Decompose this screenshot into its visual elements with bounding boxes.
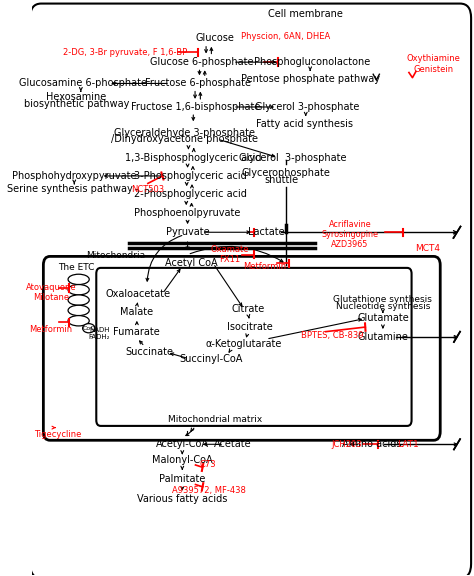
Text: JCH203: JCH203 xyxy=(331,440,362,449)
Text: NADH
FADH₂: NADH FADH₂ xyxy=(89,328,110,340)
Ellipse shape xyxy=(68,274,89,285)
Ellipse shape xyxy=(82,324,95,333)
Text: BPTES, CB-839: BPTES, CB-839 xyxy=(301,331,364,340)
Text: Glutamine: Glutamine xyxy=(357,332,408,342)
Text: Metformin: Metformin xyxy=(29,325,73,334)
Text: Citrate: Citrate xyxy=(232,304,265,314)
Text: Palmitate: Palmitate xyxy=(159,474,205,484)
Text: Cell membrane: Cell membrane xyxy=(268,9,343,19)
Text: Succinyl-CoA: Succinyl-CoA xyxy=(179,354,243,363)
Text: Oxythiamine
Genistein: Oxythiamine Genistein xyxy=(407,54,461,74)
Text: Phosphohydroxypyruvate: Phosphohydroxypyruvate xyxy=(12,171,137,181)
Text: Various fatty acids: Various fatty acids xyxy=(137,494,228,505)
Text: Glutathione synthesis: Glutathione synthesis xyxy=(334,295,432,304)
Text: Serine synthesis pathway: Serine synthesis pathway xyxy=(7,184,133,194)
Text: Glycerophosphate: Glycerophosphate xyxy=(241,168,330,178)
Text: shuttle: shuttle xyxy=(264,175,299,185)
Text: biosynthetic pathway: biosynthetic pathway xyxy=(24,98,129,108)
Text: Oxamate
FX11: Oxamate FX11 xyxy=(210,245,249,264)
Ellipse shape xyxy=(68,285,89,295)
Text: C73: C73 xyxy=(200,460,216,469)
Text: Phosphoenolpyruvate: Phosphoenolpyruvate xyxy=(134,209,241,218)
Text: Amino acids: Amino acids xyxy=(342,439,401,449)
Text: Glucose 6-phosphate: Glucose 6-phosphate xyxy=(150,57,254,67)
Text: Oxaloacetate: Oxaloacetate xyxy=(106,289,171,299)
Ellipse shape xyxy=(68,316,89,326)
Text: Glycerol  3-phosphate: Glycerol 3-phosphate xyxy=(239,153,346,162)
Text: MCT4: MCT4 xyxy=(415,244,440,253)
Text: Malate: Malate xyxy=(120,307,154,317)
Text: Malonyl-CoA: Malonyl-CoA xyxy=(152,456,212,465)
Text: 2-Phosphoglyceric acid: 2-Phosphoglyceric acid xyxy=(134,190,246,199)
Text: CoQ: CoQ xyxy=(82,325,95,331)
Text: Metformin: Metformin xyxy=(244,262,287,271)
Text: Tigecycline: Tigecycline xyxy=(34,430,81,439)
FancyBboxPatch shape xyxy=(43,256,440,440)
Text: /Dihydroxyacetone phosphate: /Dihydroxyacetone phosphate xyxy=(111,134,258,144)
FancyBboxPatch shape xyxy=(30,3,471,576)
Text: A939572, MF-438: A939572, MF-438 xyxy=(172,486,246,495)
Ellipse shape xyxy=(68,295,89,305)
Text: Nucleotide synthesis: Nucleotide synthesis xyxy=(336,302,430,311)
Text: Fatty acid synthesis: Fatty acid synthesis xyxy=(256,119,353,129)
Text: Acriflavine
Syrosingopine
AZD3965: Acriflavine Syrosingopine AZD3965 xyxy=(321,219,378,249)
Text: Glucose: Glucose xyxy=(196,33,235,43)
Text: Pentose phosphate pathway: Pentose phosphate pathway xyxy=(241,74,380,84)
Text: Mitochondria: Mitochondria xyxy=(87,251,146,260)
Text: LAT1: LAT1 xyxy=(397,440,419,449)
Text: Atovaquone
Milotane: Atovaquone Milotane xyxy=(26,283,76,302)
Text: 3-Phosphoglyceric acid: 3-Phosphoglyceric acid xyxy=(134,171,246,181)
Text: Glyceraldehyde 3-phosphate: Glyceraldehyde 3-phosphate xyxy=(114,128,255,138)
Text: Glutamate: Glutamate xyxy=(357,313,409,324)
Text: Fructose 6-phosphate: Fructose 6-phosphate xyxy=(145,78,251,89)
Text: Mitochondrial matrix: Mitochondrial matrix xyxy=(168,415,263,423)
Text: NCT503: NCT503 xyxy=(131,185,164,194)
Text: Isocitrate: Isocitrate xyxy=(227,322,273,332)
Text: α-Ketoglutarate: α-Ketoglutarate xyxy=(206,339,282,348)
Text: Lactate: Lactate xyxy=(248,228,284,237)
Text: Pyruvate: Pyruvate xyxy=(166,228,210,237)
Text: Physcion, 6AN, DHEA: Physcion, 6AN, DHEA xyxy=(241,32,330,41)
Text: Fumarate: Fumarate xyxy=(113,327,160,337)
Text: Glycerol 3-phosphate: Glycerol 3-phosphate xyxy=(255,102,359,112)
Text: The ETC: The ETC xyxy=(58,263,95,272)
Ellipse shape xyxy=(68,305,89,316)
FancyBboxPatch shape xyxy=(96,268,411,426)
Text: Acetate: Acetate xyxy=(214,439,252,449)
Text: 2-DG, 3-Br pyruvate, F 1,6-BP: 2-DG, 3-Br pyruvate, F 1,6-BP xyxy=(63,48,187,57)
Text: 1,3-Bisphosphoglyceric acid: 1,3-Bisphosphoglyceric acid xyxy=(125,153,262,162)
Text: Fructose 1,6-bisphosphate: Fructose 1,6-bisphosphate xyxy=(131,102,260,112)
Text: Acetyl CoA: Acetyl CoA xyxy=(165,258,218,268)
Text: Glucosamine 6-phosphate: Glucosamine 6-phosphate xyxy=(19,78,147,89)
Text: Hexosamine: Hexosamine xyxy=(46,92,107,101)
Text: Acetyl-CoA: Acetyl-CoA xyxy=(156,439,209,449)
Text: Phosphogluconolactone: Phosphogluconolactone xyxy=(254,57,371,67)
Text: Succinate: Succinate xyxy=(125,347,173,357)
